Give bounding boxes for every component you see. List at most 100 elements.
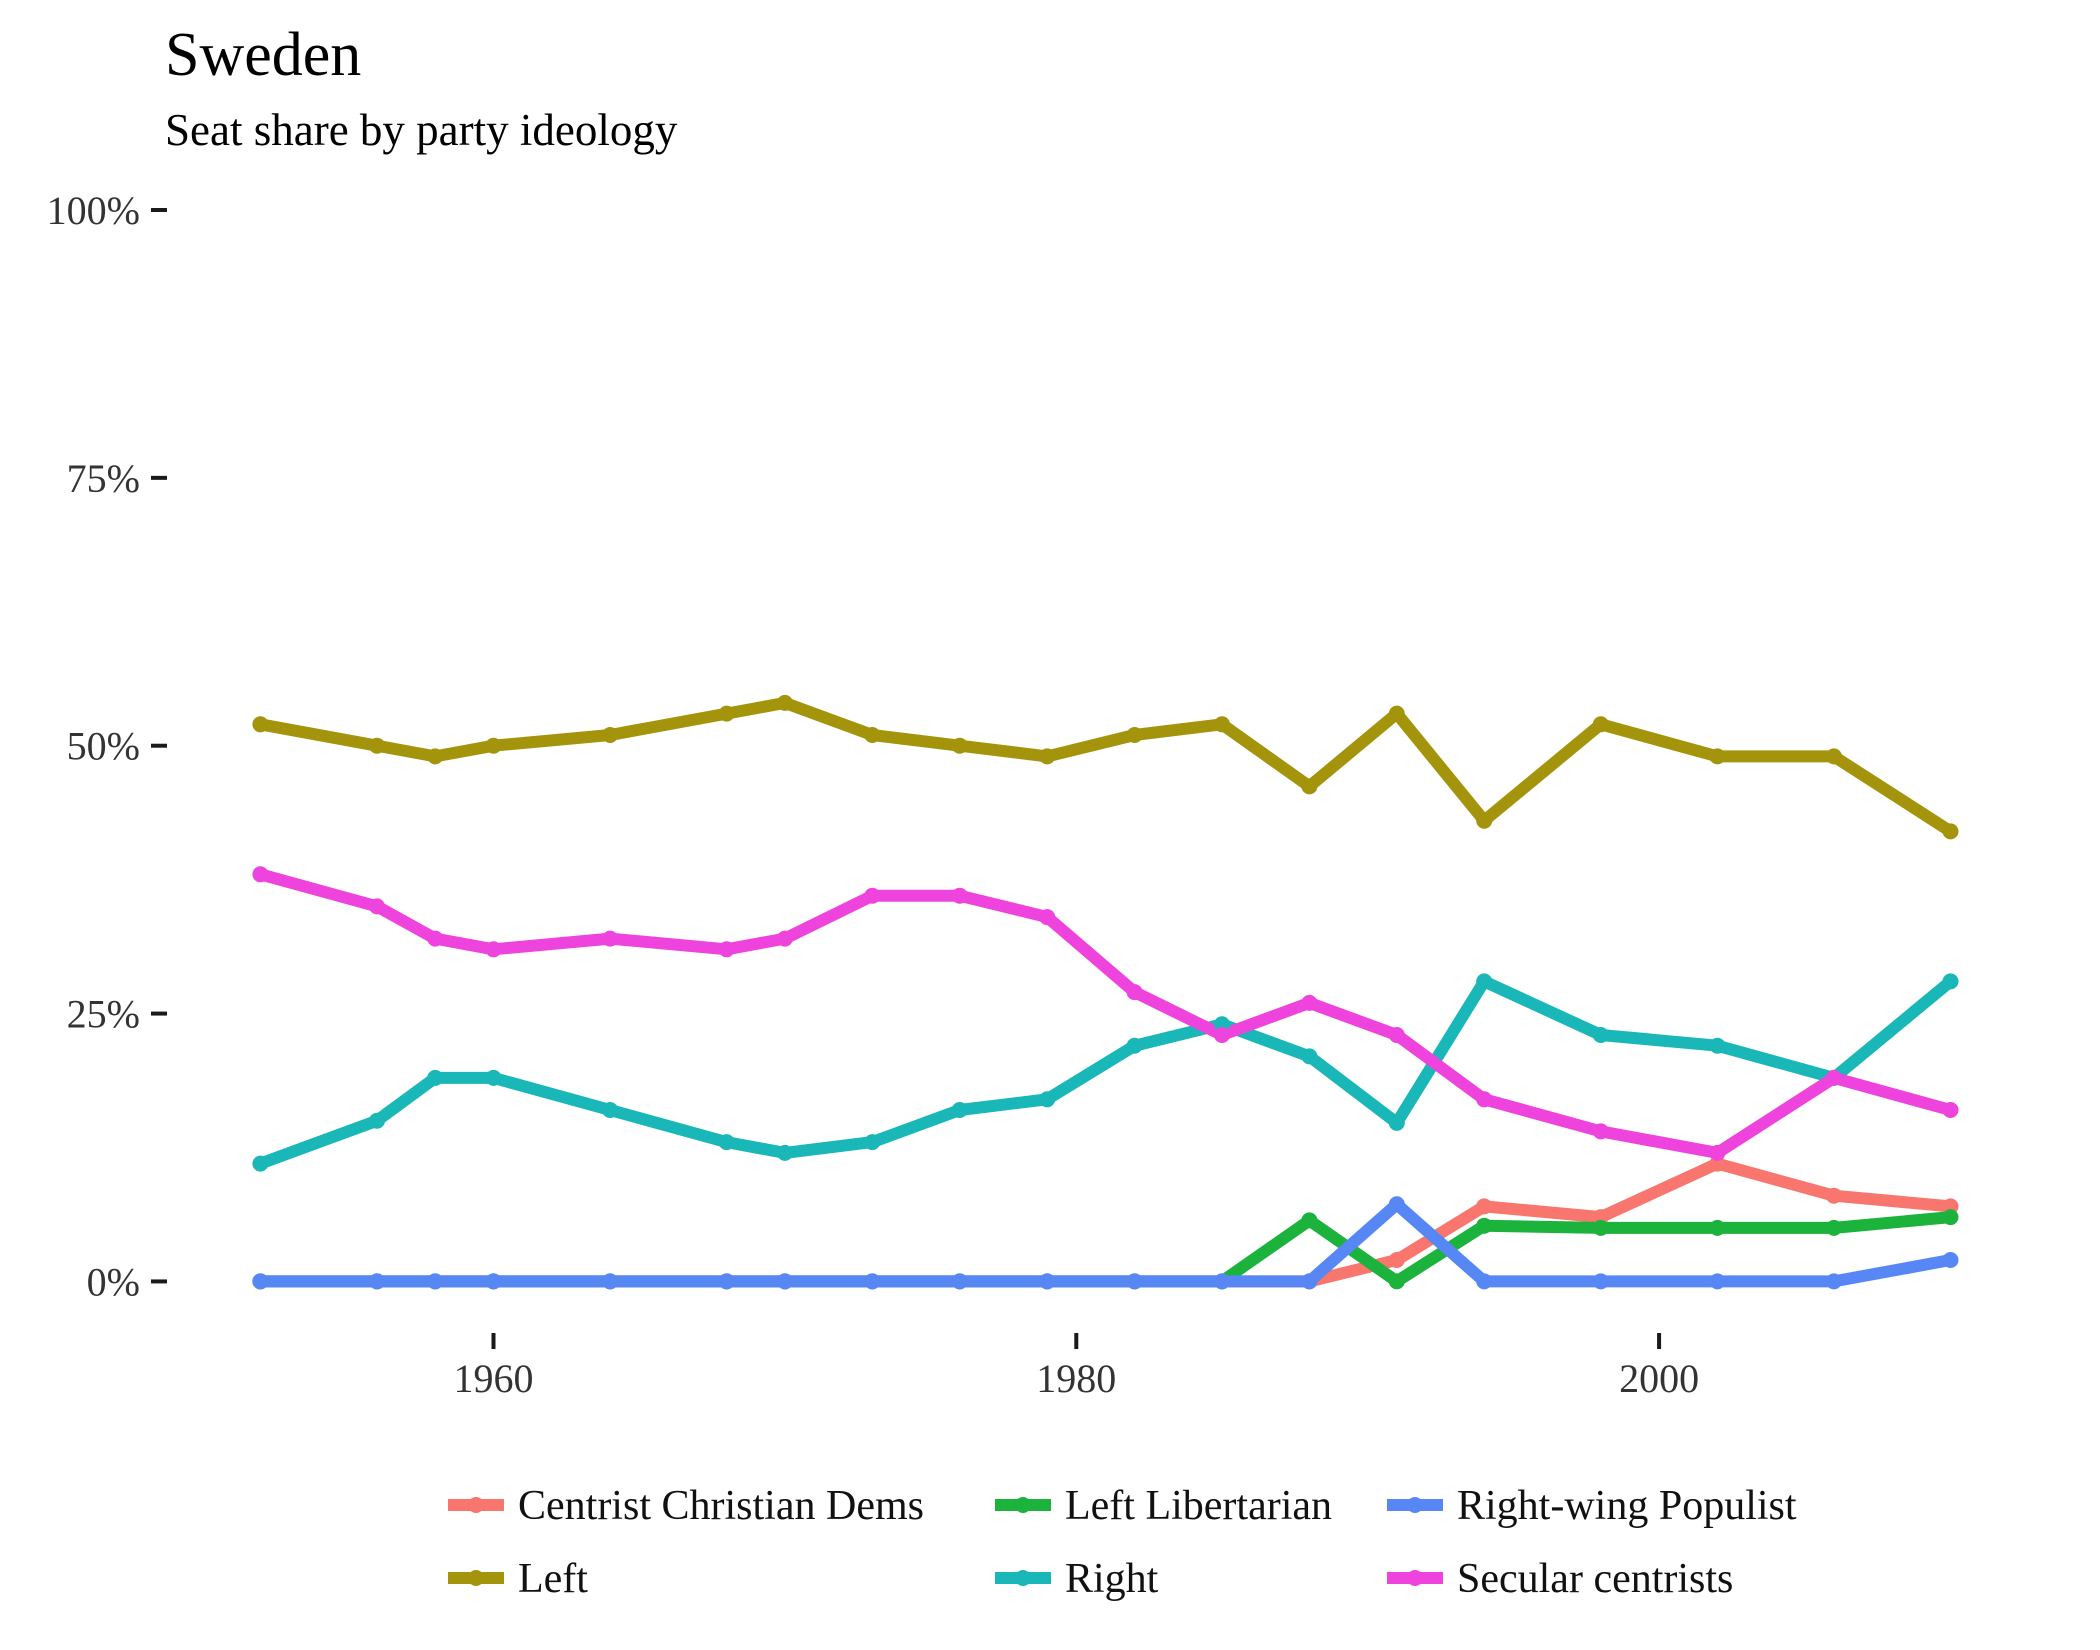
data-point	[1039, 748, 1056, 765]
y-tick-label: 0%	[87, 1259, 140, 1304]
legend-item-left: Left	[448, 1556, 588, 1602]
data-point	[718, 705, 735, 722]
data-point	[369, 737, 385, 754]
data-point	[1942, 1102, 1959, 1118]
data-point	[427, 930, 444, 947]
legend-label: Right-wing Populist	[1457, 1483, 1797, 1529]
x-tick-label: 1960	[454, 1356, 534, 1401]
chart-subtitle: Seat share by party ideology	[165, 105, 678, 155]
legend-label: Secular centrists	[1457, 1556, 1733, 1602]
data-point	[718, 1273, 735, 1290]
data-point	[252, 866, 269, 883]
data-point	[602, 930, 619, 947]
data-point	[1942, 823, 1959, 840]
legend-item-right-wing-populist: Right-wing Populist	[1387, 1483, 1797, 1529]
series-points-secular-centrists	[252, 866, 1959, 1161]
y-tick-label: 50%	[67, 724, 140, 769]
series-points-right-wing-populist	[252, 1196, 1959, 1290]
data-point	[1592, 1273, 1609, 1290]
data-point	[1476, 1217, 1493, 1234]
data-point	[1388, 1027, 1405, 1043]
data-point	[1039, 1091, 1056, 1108]
series-line-left-libertarian	[254, 1211, 1957, 1288]
data-point	[1126, 984, 1143, 1001]
data-point	[1388, 1196, 1405, 1213]
legend-item-centrist-christian-dems: Centrist Christian Dems	[448, 1483, 924, 1529]
data-point	[951, 1273, 968, 1290]
data-point	[1214, 716, 1230, 733]
series-points-left	[252, 694, 1959, 840]
data-point	[1942, 1209, 1959, 1226]
legend-label: Centrist Christian Dems	[518, 1483, 924, 1529]
data-point	[864, 887, 881, 904]
data-point	[864, 1134, 881, 1151]
data-point	[1476, 1091, 1493, 1108]
data-point	[1388, 1252, 1405, 1268]
legend-key-point	[468, 1497, 484, 1513]
data-point	[1214, 1027, 1230, 1043]
data-point	[1301, 994, 1318, 1011]
data-point	[1709, 1219, 1726, 1236]
legend-label: Left Libertarian	[1065, 1483, 1332, 1529]
legend-item-left-libertarian: Left Libertarian	[995, 1483, 1332, 1529]
data-point	[252, 1273, 269, 1290]
x-axis: 1960 1980 2000	[454, 1333, 1699, 1401]
data-point	[1476, 1198, 1493, 1215]
data-point	[1825, 1069, 1842, 1086]
data-point	[1942, 973, 1959, 990]
data-point	[427, 748, 444, 765]
legend-key-point	[1015, 1570, 1031, 1586]
data-point	[1388, 705, 1405, 722]
legend-item-right: Right	[995, 1556, 1159, 1602]
data-point	[427, 1069, 444, 1086]
data-point	[485, 1273, 502, 1290]
data-point	[776, 930, 793, 947]
data-point	[1126, 727, 1143, 743]
data-point	[252, 716, 269, 733]
data-point	[1709, 1037, 1726, 1054]
data-point	[1039, 1273, 1056, 1290]
legend-key-point	[1015, 1497, 1031, 1513]
data-point	[1825, 1187, 1842, 1204]
data-point	[951, 887, 968, 904]
data-point	[1709, 748, 1726, 765]
y-tick-label: 75%	[67, 456, 140, 501]
data-point	[951, 1102, 968, 1118]
data-point	[1301, 1048, 1318, 1065]
data-point	[1301, 778, 1318, 795]
series-line-left	[254, 696, 1957, 838]
x-tick-label: 1980	[1036, 1356, 1116, 1401]
data-point	[1126, 1273, 1143, 1290]
data-point	[1214, 1273, 1230, 1290]
series-line-right	[254, 975, 1957, 1170]
series-line-right-wing-populist	[254, 1198, 1957, 1288]
legend: Centrist Christian Dems Left Libertarian R…	[448, 1483, 1797, 1602]
data-point	[485, 737, 502, 754]
data-point	[1825, 748, 1842, 765]
data-point	[1476, 1273, 1493, 1290]
legend-label: Left	[518, 1556, 588, 1602]
data-point	[776, 694, 793, 711]
data-point	[1476, 812, 1493, 829]
data-point	[1592, 716, 1609, 733]
data-point	[485, 941, 502, 958]
series-line-secular-centrists	[254, 868, 1957, 1159]
data-point	[1301, 1212, 1318, 1229]
data-point	[864, 1273, 881, 1290]
data-point	[1709, 1273, 1726, 1290]
y-tick-label: 100%	[47, 188, 140, 233]
data-point	[369, 898, 385, 915]
data-point	[427, 1273, 444, 1290]
data-point	[1388, 1273, 1405, 1290]
x-tick-label: 2000	[1619, 1356, 1699, 1401]
data-point	[602, 1273, 619, 1290]
data-point	[1126, 1037, 1143, 1054]
data-point	[1301, 1273, 1318, 1290]
data-point	[1825, 1219, 1842, 1236]
data-point	[718, 1134, 735, 1151]
data-point	[776, 1144, 793, 1161]
legend-key-point	[468, 1570, 484, 1586]
data-point	[1592, 1219, 1609, 1236]
data-point	[602, 1102, 619, 1118]
